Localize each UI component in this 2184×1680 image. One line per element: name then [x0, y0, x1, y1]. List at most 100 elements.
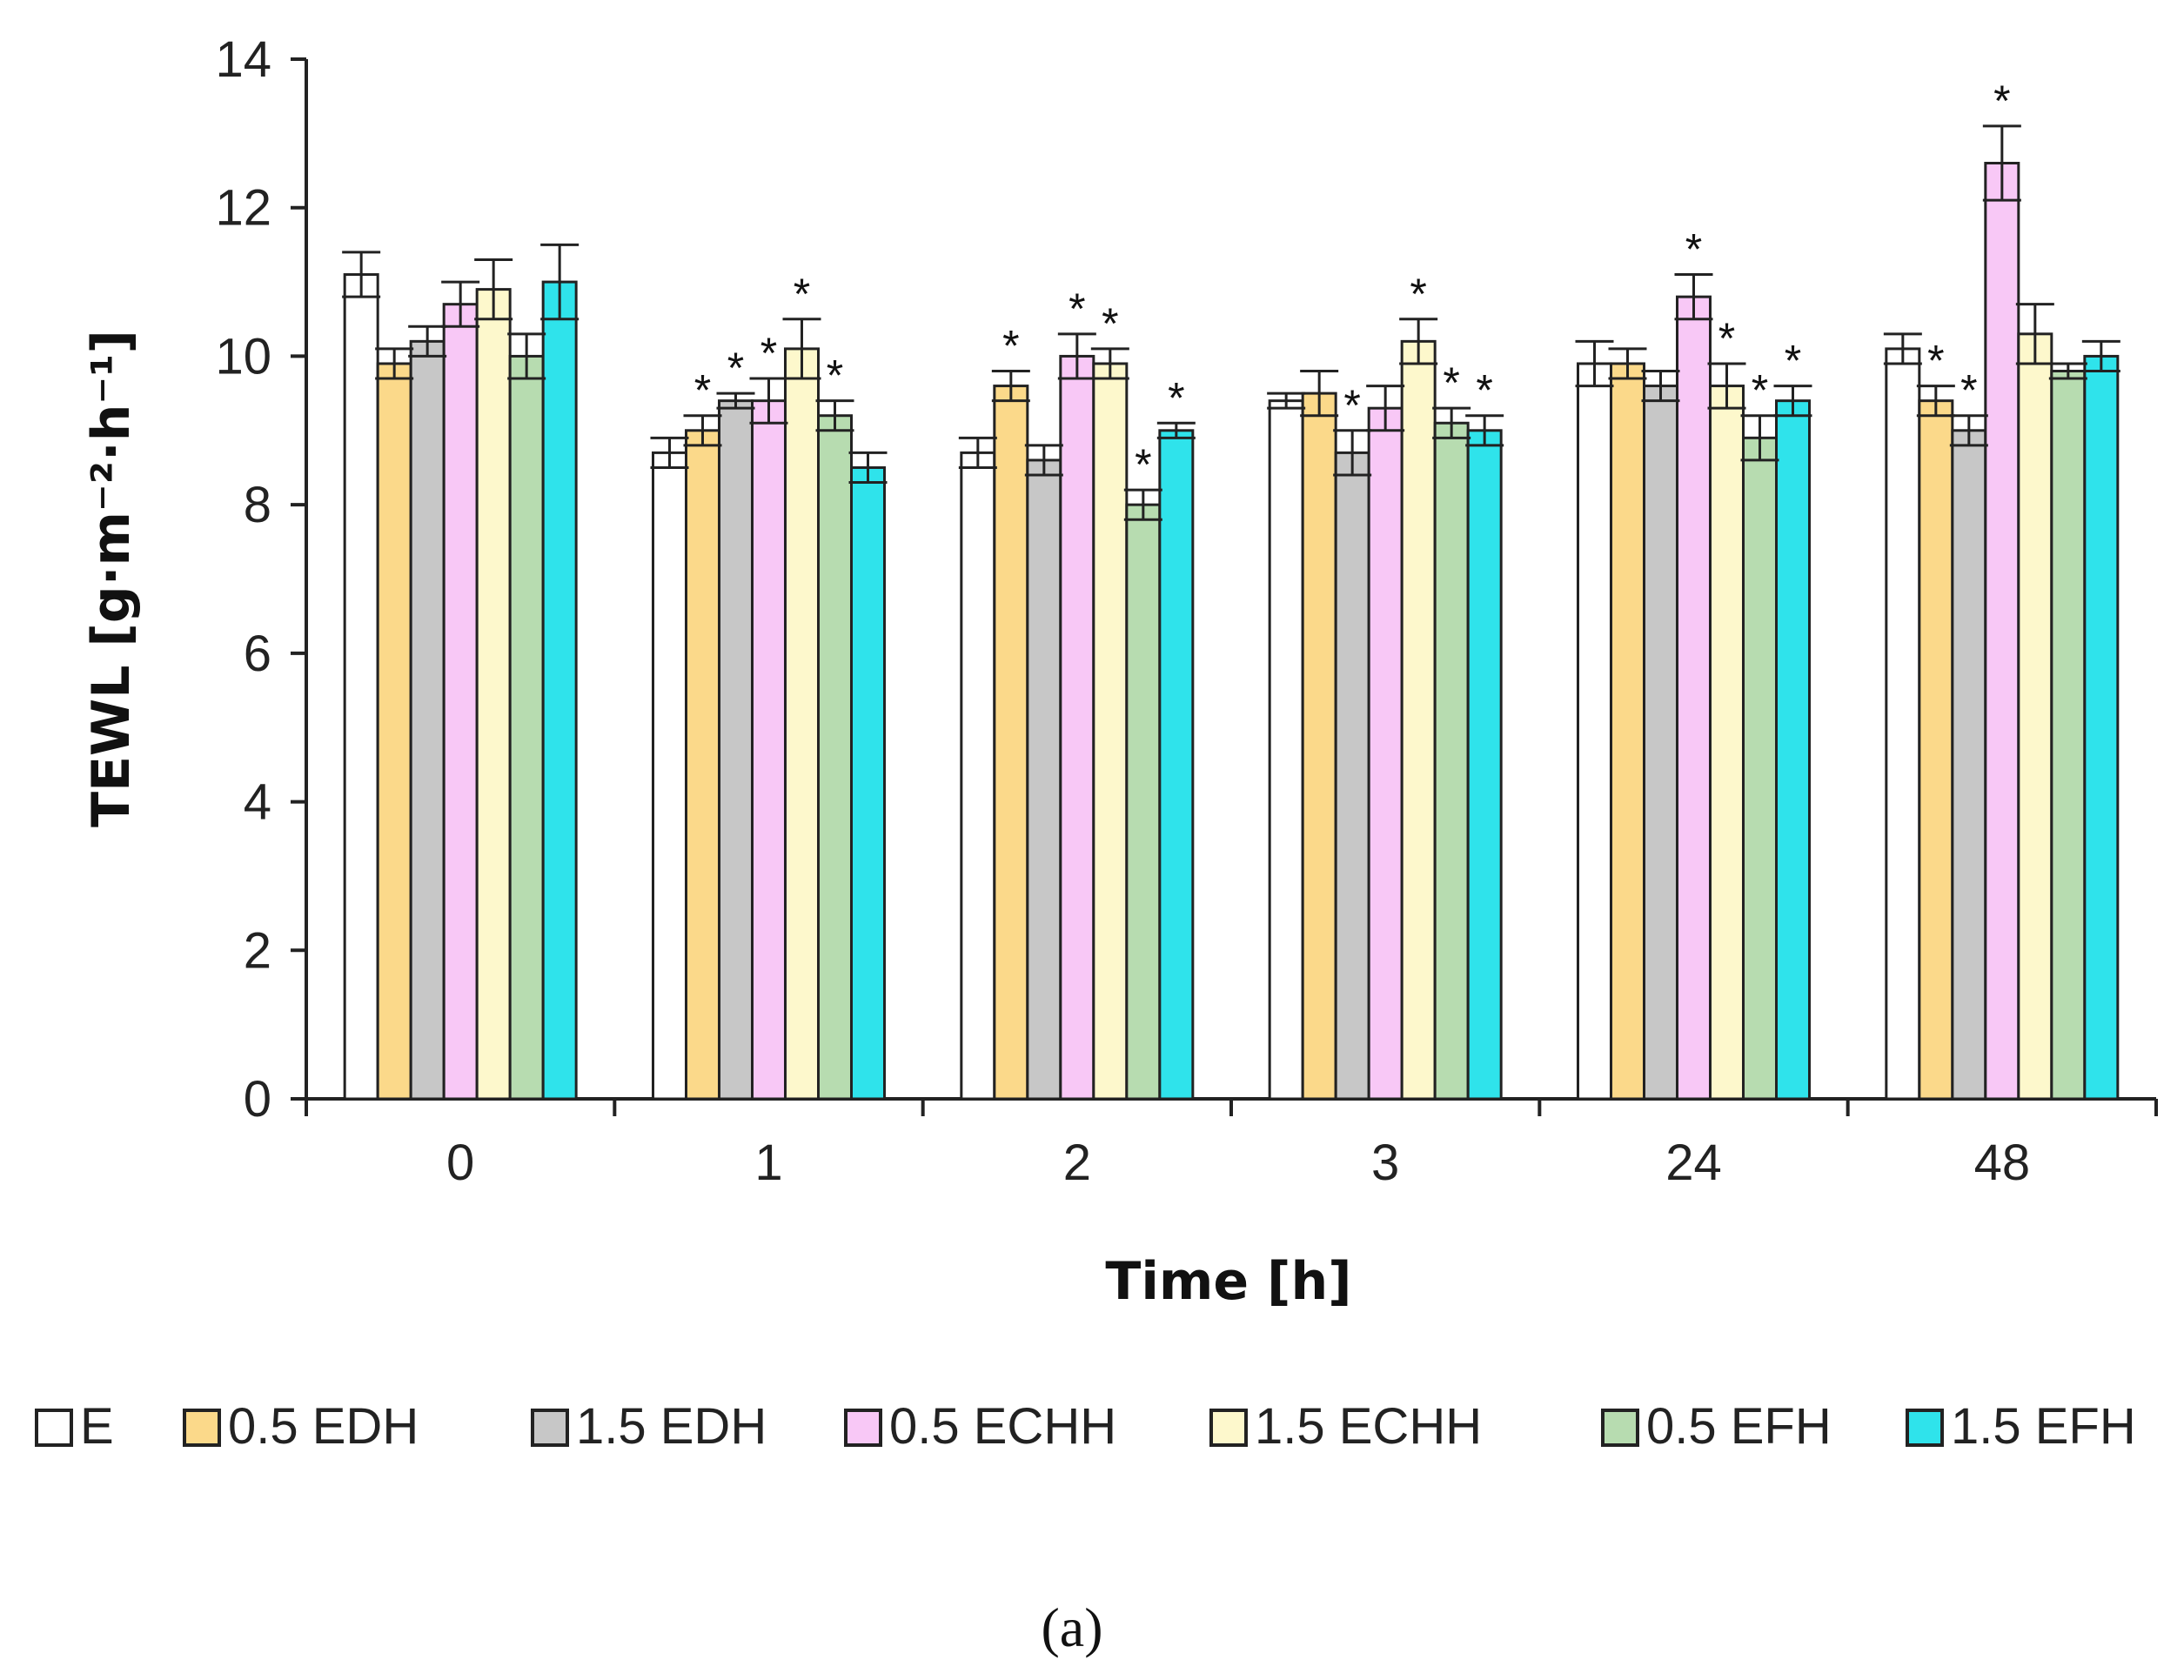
legend-label: 0.5 EDH [228, 1398, 419, 1455]
error-bar [507, 332, 546, 380]
legend-item: 0.5 ECHH [844, 1398, 1116, 1455]
error-bar [342, 251, 381, 298]
error-bar [540, 243, 579, 321]
error-bar [1123, 488, 1162, 521]
bar [850, 465, 886, 1101]
legend-item: 1.5 EDH [531, 1398, 767, 1455]
legend-swatch [35, 1409, 73, 1447]
legend-swatch [183, 1409, 221, 1447]
bar [1643, 385, 1678, 1101]
error-bar [1090, 347, 1129, 380]
bar [1676, 295, 1712, 1101]
bar [1610, 362, 1645, 1101]
error-bar [991, 370, 1030, 403]
bar [718, 399, 754, 1101]
error-bar [1740, 414, 1779, 462]
bar [475, 288, 512, 1101]
legend-item: 0.5 EDH [183, 1398, 419, 1455]
error-bar [1366, 385, 1405, 432]
bar [541, 280, 578, 1101]
bar [1367, 406, 1404, 1101]
legend-item: 0.5 EFH [1601, 1398, 1832, 1455]
legend-item: 1.5 ECHH [1209, 1398, 1482, 1455]
bar [993, 385, 1029, 1101]
significance-star: * [1685, 225, 1702, 274]
y-axis-title: TEWL [g·m⁻²·h⁻¹] [81, 330, 142, 827]
error-bar [1267, 392, 1306, 410]
bar [1026, 458, 1062, 1101]
bar [2017, 332, 2053, 1101]
significance-star: * [1443, 358, 1459, 407]
error-bar [749, 377, 788, 425]
significance-star: * [1927, 337, 1944, 385]
significance-star: * [1168, 373, 1184, 422]
x-tick-label: 0 [446, 1135, 474, 1191]
error-bar [1156, 421, 1196, 439]
legend-item: E [35, 1398, 114, 1455]
bar [1268, 399, 1304, 1101]
error-bar [1949, 414, 1988, 447]
error-bar [1883, 332, 1922, 365]
bar [1775, 399, 1811, 1101]
legend-swatch [844, 1409, 882, 1447]
significance-star: * [1135, 440, 1151, 489]
bar [1400, 339, 1437, 1101]
figure-caption: (a) [1041, 1596, 1102, 1658]
y-tick-label: 4 [244, 774, 271, 831]
x-tick-label: 48 [1974, 1135, 2031, 1191]
legend-label: 0.5 ECHH [889, 1398, 1116, 1455]
bar [376, 362, 412, 1101]
y-tick-label: 10 [215, 328, 271, 385]
legend-label: 0.5 EFH [1646, 1398, 1832, 1455]
y-tick-label: 14 [215, 31, 271, 88]
bar [1125, 503, 1162, 1101]
bar [1709, 385, 1745, 1101]
legend-item: 1.5 EFH [1906, 1398, 2136, 1455]
significance-star: * [1002, 322, 1019, 371]
bar [1984, 162, 2020, 1101]
legend-label: 1.5 ECHH [1255, 1398, 1482, 1455]
bar [1466, 429, 1503, 1101]
error-bar [683, 414, 722, 447]
significance-star: * [1410, 270, 1426, 318]
significance-star: * [1102, 299, 1118, 348]
bar [1918, 399, 1954, 1101]
bar [2083, 354, 2120, 1101]
x-tick-label: 24 [1665, 1135, 1722, 1191]
bar [343, 273, 379, 1101]
significance-star: * [1960, 366, 1977, 415]
bar [1577, 362, 1612, 1101]
error-bar [2048, 362, 2087, 380]
bar [1951, 429, 1987, 1101]
error-bar [848, 451, 888, 485]
bar [685, 429, 720, 1101]
error-bar [441, 280, 480, 328]
bar [1742, 436, 1778, 1101]
error-bar [2015, 303, 2054, 365]
error-bar [1432, 406, 1471, 439]
bar [784, 347, 820, 1101]
legend-swatch [1906, 1409, 1944, 1447]
error-bar [2081, 339, 2120, 372]
significance-star: * [760, 329, 777, 378]
legend: E 0.5 EDH 1.5 EDH 0.5 ECHH 1.5 ECHH 0.5 EFH 1.… [35, 1398, 2136, 1455]
error-bar [716, 392, 755, 410]
error-bar [1608, 347, 1647, 380]
significance-star: * [827, 351, 843, 400]
significance-star: * [794, 270, 810, 318]
significance-star: * [727, 344, 744, 392]
error-bar [1674, 273, 1713, 321]
bar [2050, 370, 2087, 1101]
legend-swatch [1601, 1409, 1639, 1447]
error-bar [1465, 414, 1504, 447]
significance-markers-group: * * * * * * * * * * * * * * * * * * * * * [694, 77, 2011, 489]
significance-star: * [1752, 366, 1768, 415]
error-bar [815, 399, 854, 432]
y-tick-label: 2 [244, 922, 271, 979]
bar [1301, 392, 1337, 1101]
error-bar [408, 325, 447, 358]
bars-group [343, 162, 2120, 1101]
error-bar [474, 258, 513, 321]
